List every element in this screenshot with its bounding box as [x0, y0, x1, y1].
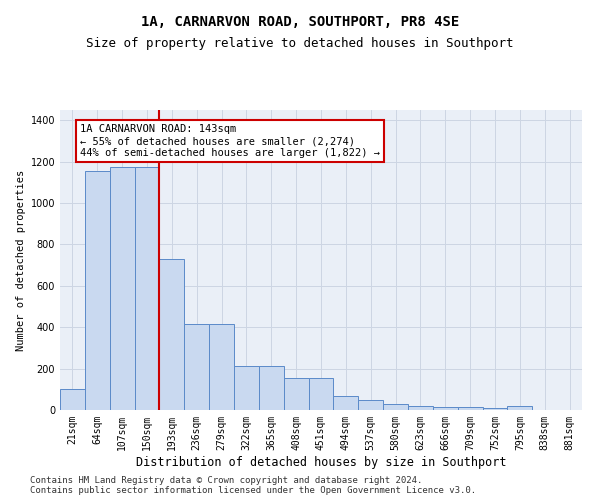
Bar	[259, 366, 284, 410]
Bar	[134, 167, 160, 410]
Bar	[234, 366, 259, 410]
Bar	[482, 408, 508, 410]
Bar	[308, 378, 334, 410]
Bar	[284, 378, 308, 410]
Bar	[433, 407, 458, 410]
Bar	[209, 324, 234, 410]
Bar	[110, 167, 134, 410]
X-axis label: Distribution of detached houses by size in Southport: Distribution of detached houses by size …	[136, 456, 506, 468]
Text: 1A, CARNARVON ROAD, SOUTHPORT, PR8 4SE: 1A, CARNARVON ROAD, SOUTHPORT, PR8 4SE	[141, 15, 459, 29]
Bar	[85, 171, 110, 410]
Text: Contains HM Land Registry data © Crown copyright and database right 2024.
Contai: Contains HM Land Registry data © Crown c…	[30, 476, 476, 495]
Bar	[60, 390, 85, 410]
Bar	[408, 406, 433, 410]
Bar	[334, 396, 358, 410]
Y-axis label: Number of detached properties: Number of detached properties	[16, 170, 26, 350]
Bar	[358, 400, 383, 410]
Bar	[508, 406, 532, 410]
Text: 1A CARNARVON ROAD: 143sqm
← 55% of detached houses are smaller (2,274)
44% of se: 1A CARNARVON ROAD: 143sqm ← 55% of detac…	[80, 124, 380, 158]
Bar	[458, 407, 482, 410]
Text: Size of property relative to detached houses in Southport: Size of property relative to detached ho…	[86, 38, 514, 51]
Bar	[184, 324, 209, 410]
Bar	[160, 259, 184, 410]
Bar	[383, 404, 408, 410]
